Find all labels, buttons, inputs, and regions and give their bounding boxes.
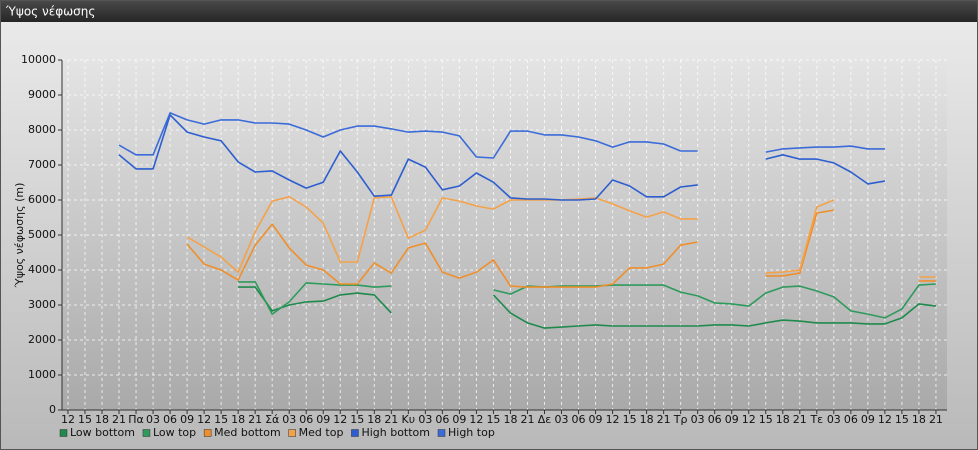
legend-swatch — [203, 429, 212, 437]
x-tick-label: 15 — [759, 413, 773, 426]
x-tick-label: 06 — [163, 413, 177, 426]
series-line — [118, 114, 886, 201]
x-tick-label: 12 — [333, 413, 347, 426]
x-tick-label: Κυ — [402, 413, 416, 426]
x-tick-label: 12 — [61, 413, 75, 426]
series-line — [238, 281, 936, 319]
x-tick-label: 03 — [282, 413, 296, 426]
y-tick-label: 1000 — [28, 368, 56, 381]
legend-swatch — [142, 429, 151, 437]
y-tick-label: 8000 — [28, 123, 56, 136]
y-tick-label: 7000 — [28, 158, 56, 171]
x-tick-label: 15 — [623, 413, 637, 426]
x-tick-label: 15 — [350, 413, 364, 426]
x-tick-label: 03 — [418, 413, 432, 426]
x-tick-label: 15 — [895, 413, 909, 426]
legend-label: Med top — [299, 426, 344, 439]
legend-label: Low top — [153, 426, 196, 439]
series-line — [186, 196, 936, 278]
x-tick-label: 09 — [452, 413, 466, 426]
legend-swatch — [437, 429, 446, 437]
x-tick-label: 21 — [520, 413, 534, 426]
x-tick-label: Τρ — [673, 413, 688, 426]
y-tick-label: 2000 — [28, 333, 56, 346]
window-title: Ύψος νέφωσης — [5, 5, 95, 19]
x-tick-label: Πα — [128, 413, 144, 426]
x-tick-label: 21 — [112, 413, 126, 426]
x-tick-label: 03 — [146, 413, 160, 426]
x-tick-label: 09 — [180, 413, 194, 426]
legend-swatch — [288, 429, 296, 437]
x-tick-label: 06 — [708, 413, 722, 426]
x-tick-label: 18 — [95, 413, 109, 426]
x-tick-label: 12 — [606, 413, 620, 426]
x-tick-label: 12 — [878, 413, 892, 426]
x-tick-label: 15 — [486, 413, 500, 426]
legend-swatch — [59, 429, 68, 437]
x-tick-label: 06 — [844, 413, 858, 426]
x-tick-label: 09 — [861, 413, 875, 426]
y-tick-label: 6000 — [28, 193, 56, 206]
x-tick-label: 21 — [793, 413, 807, 426]
x-tick-label: 03 — [827, 413, 841, 426]
y-tick-label: 4000 — [28, 263, 56, 276]
x-tick-label: Σά — [265, 413, 279, 426]
x-tick-label: Τε — [809, 413, 823, 426]
x-tick-label: 09 — [725, 413, 739, 426]
y-axis-label: Ύψος νέφωσης (m) — [13, 183, 26, 289]
y-tick-label: 3000 — [28, 298, 56, 311]
x-tick-label: 03 — [555, 413, 569, 426]
x-tick-label: 06 — [299, 413, 313, 426]
x-tick-label: 12 — [197, 413, 211, 426]
x-tick-label: 18 — [776, 413, 790, 426]
legend-label: Med bottom — [214, 426, 281, 439]
y-tick-label: 10000 — [21, 53, 56, 66]
x-tick-label: 03 — [691, 413, 705, 426]
y-tick-label: 0 — [49, 403, 56, 416]
x-tick-label: 21 — [384, 413, 398, 426]
legend-label: High top — [448, 426, 495, 439]
y-tick-label: 5000 — [28, 228, 56, 241]
x-tick-label: 06 — [435, 413, 449, 426]
x-tick-label: 09 — [589, 413, 603, 426]
x-tick-label: Δε — [538, 413, 552, 426]
x-tick-label: 18 — [640, 413, 654, 426]
legend-label: Low bottom — [70, 426, 135, 439]
title-bar — [0, 0, 978, 22]
x-tick-label: 18 — [231, 413, 245, 426]
x-tick-label: 15 — [78, 413, 92, 426]
x-tick-label: 21 — [657, 413, 671, 426]
x-tick-label: 12 — [469, 413, 483, 426]
x-tick-label: 21 — [929, 413, 943, 426]
series-line — [186, 209, 936, 288]
x-tick-label: 18 — [912, 413, 926, 426]
y-tick-label: 9000 — [28, 88, 56, 101]
series-line — [118, 112, 885, 159]
x-tick-label: 18 — [367, 413, 381, 426]
legend-label: High bottom — [361, 426, 430, 439]
x-tick-label: 06 — [572, 413, 586, 426]
legend-swatch — [351, 429, 359, 437]
x-tick-label: 18 — [503, 413, 517, 426]
x-tick-label: 21 — [248, 413, 262, 426]
x-tick-label: 09 — [316, 413, 330, 426]
x-tick-label: 15 — [214, 413, 228, 426]
x-tick-label: 12 — [742, 413, 756, 426]
